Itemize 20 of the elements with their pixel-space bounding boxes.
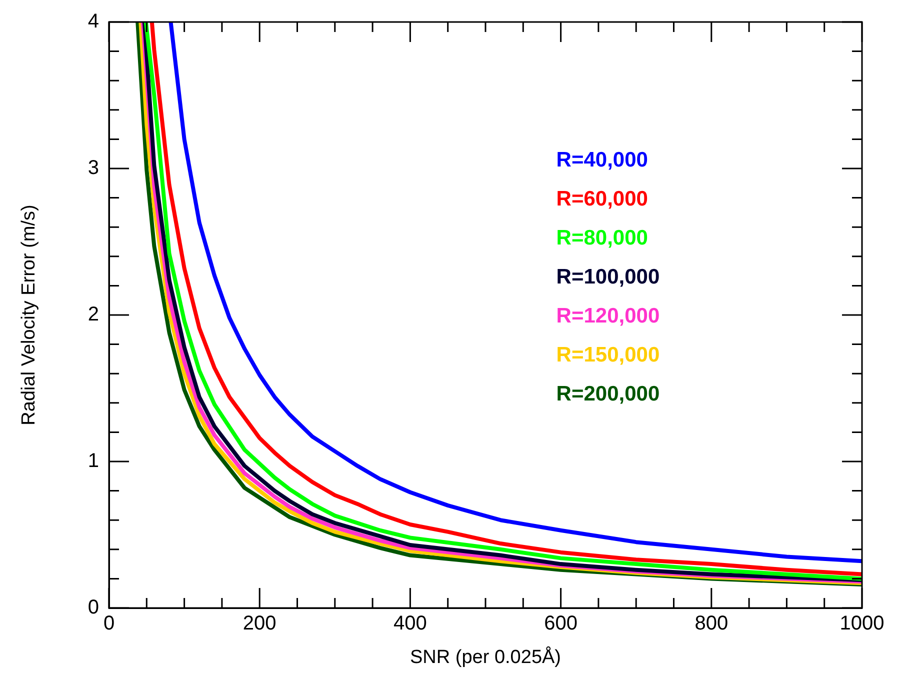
y-tick-label: 1 xyxy=(88,450,99,472)
y-tick-label: 4 xyxy=(88,10,99,33)
x-tick-label: 600 xyxy=(544,612,578,635)
x-tick-label: 800 xyxy=(694,612,728,635)
x-axis-title: SNR (per 0.025Å) xyxy=(410,646,562,668)
text: R=40,000 xyxy=(556,148,648,172)
text: R=100,000 xyxy=(556,266,660,289)
y-tick-label: 2 xyxy=(88,304,99,326)
x-tick-label: 0 xyxy=(103,612,115,635)
x-tick-label: 1000 xyxy=(840,612,884,635)
text: R=150,000 xyxy=(556,344,660,367)
y-tick-label: 0 xyxy=(88,596,99,619)
y-tick-label: 3 xyxy=(88,157,99,180)
text: R=120,000 xyxy=(556,304,660,328)
x-tick-label: 400 xyxy=(394,612,427,635)
text: R=200,000 xyxy=(556,382,660,406)
y-axis-title: Radial Velocity Error (m/s) xyxy=(18,204,40,426)
text: R=80,000 xyxy=(556,226,648,250)
text: R=60,000 xyxy=(556,188,648,211)
x-tick-label: 200 xyxy=(242,612,276,635)
